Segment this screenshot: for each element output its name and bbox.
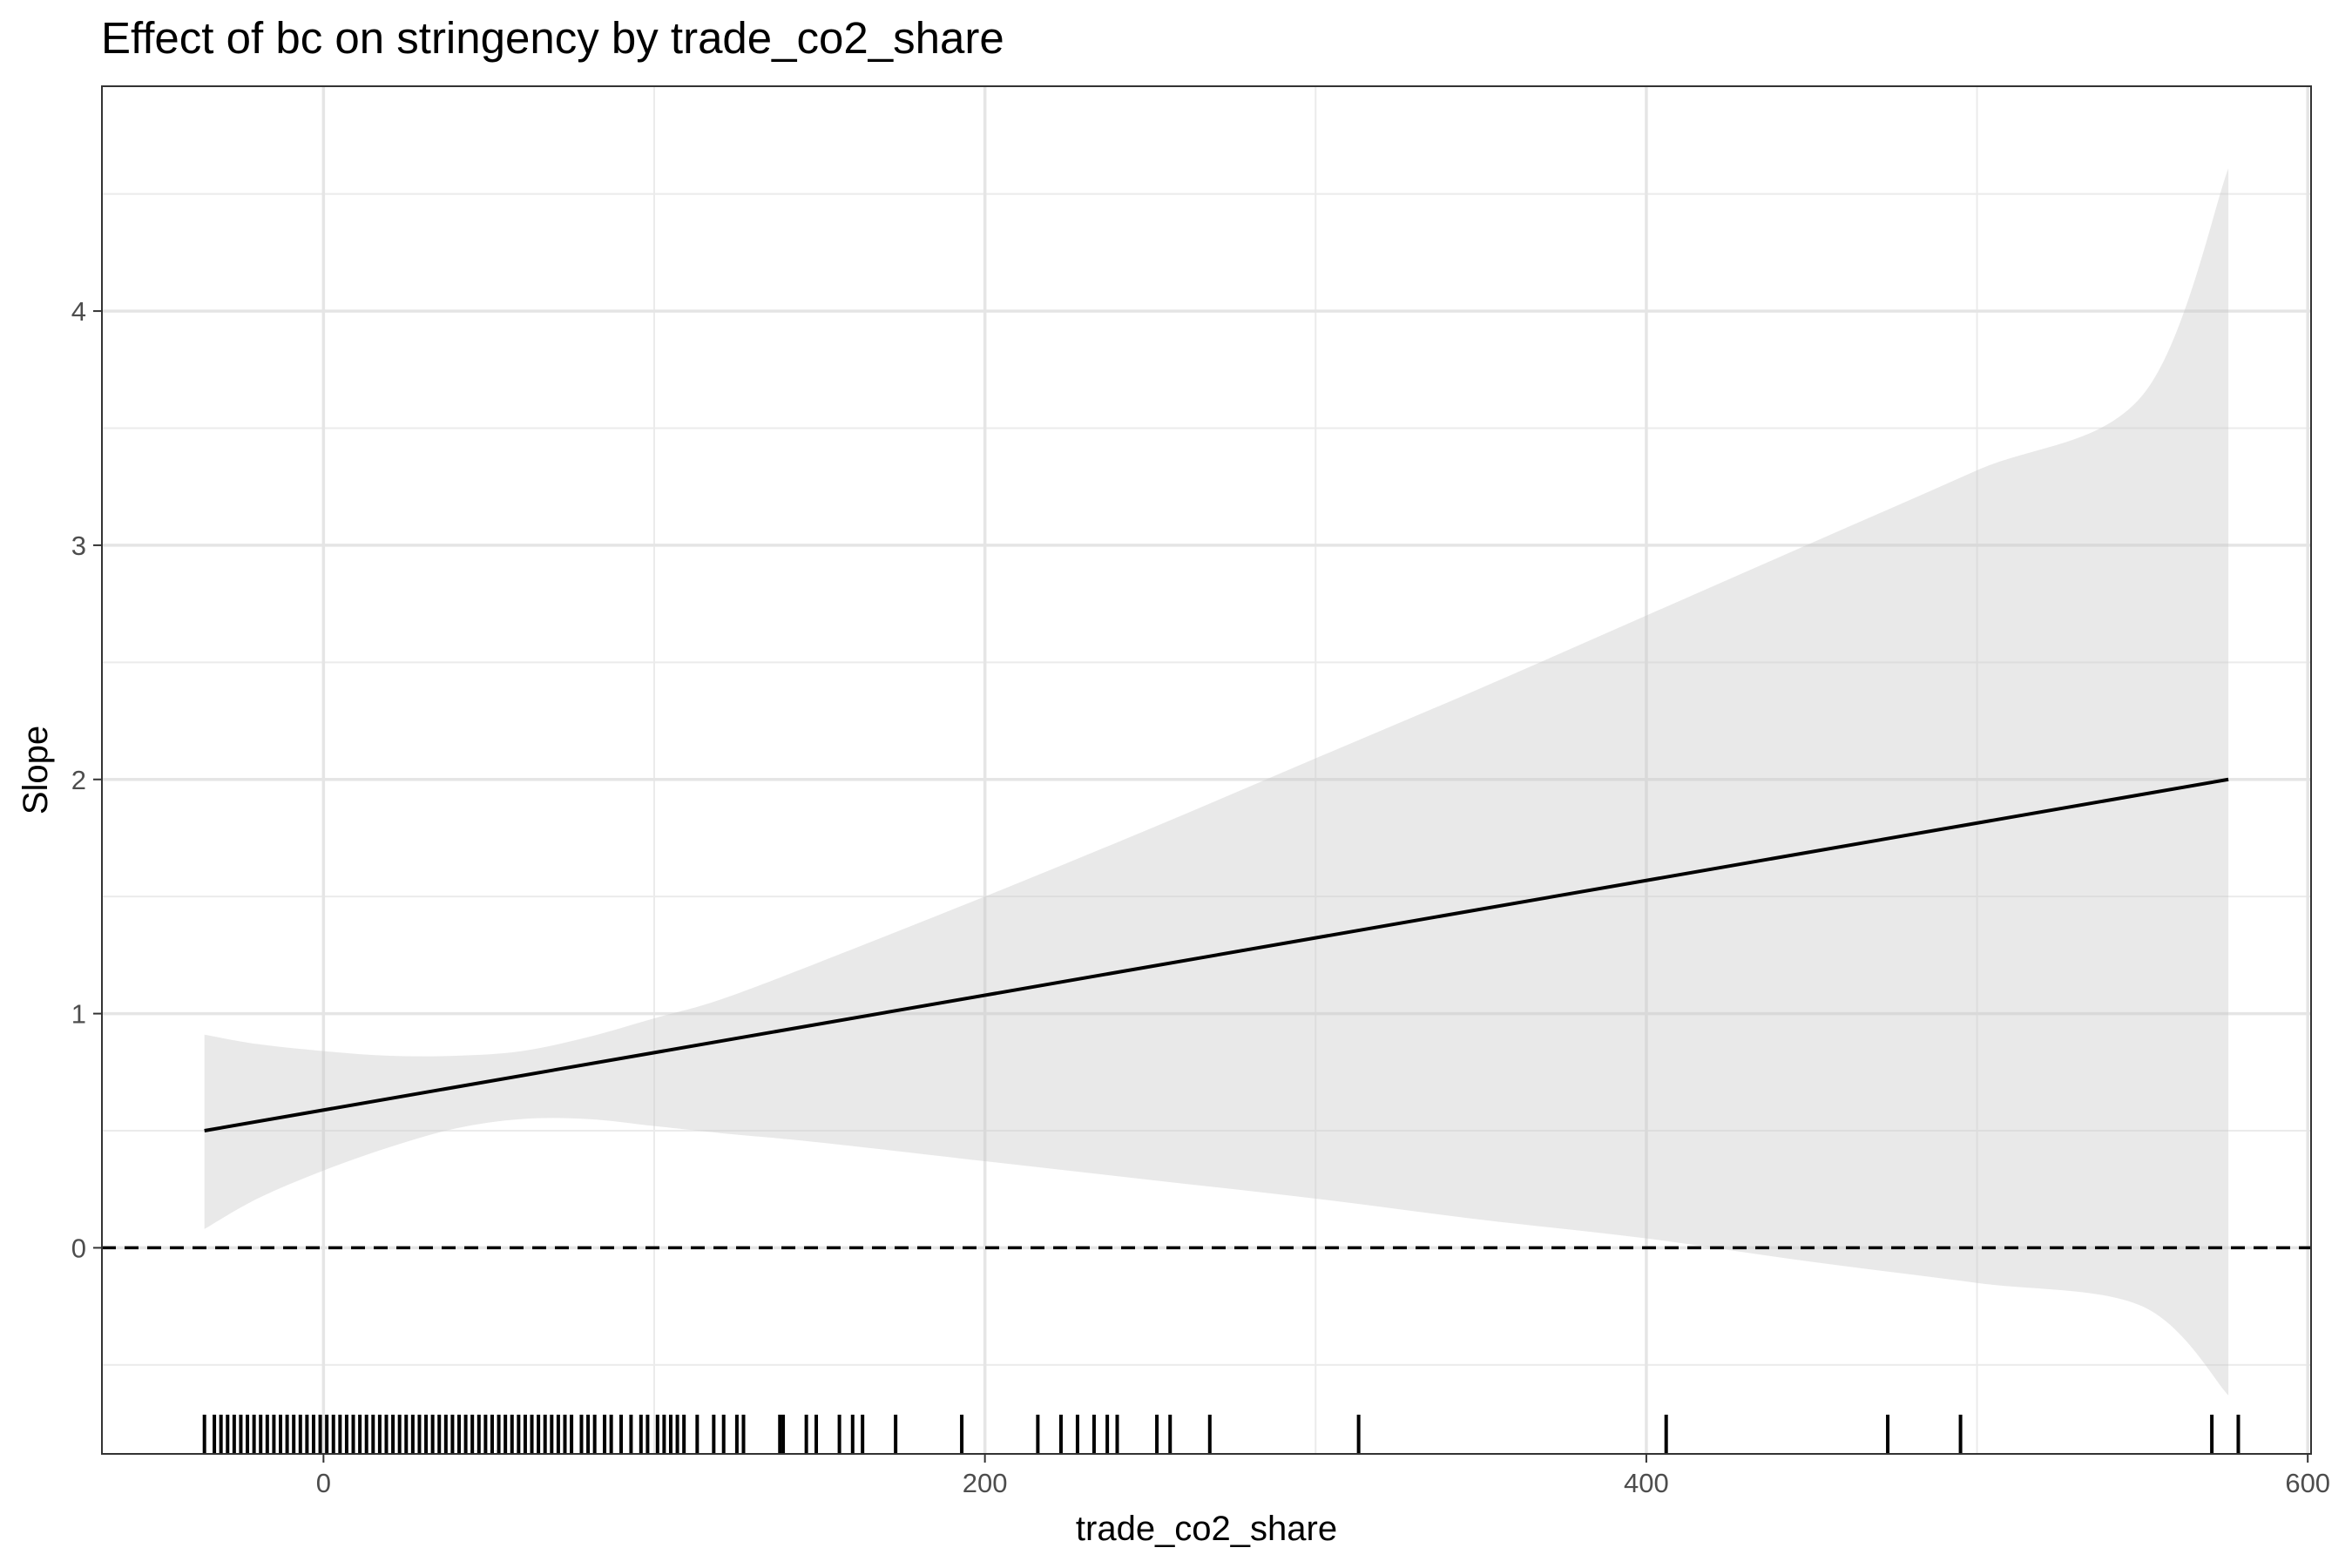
x-tick-label: 600 — [2285, 1468, 2330, 1498]
y-tick-label: 2 — [71, 765, 86, 795]
confidence-band — [204, 168, 2229, 1396]
rug-ticks — [202, 1415, 2240, 1454]
panel-border — [101, 85, 2312, 1455]
slope-series — [204, 777, 2229, 1132]
x-axis-title: trade_co2_share — [1076, 1510, 1337, 1548]
x-tick-labels: 0 200 400 600 — [316, 1468, 2330, 1498]
slope-line — [204, 777, 2229, 1132]
y-tick-label: 3 — [71, 531, 86, 561]
x-tick-label: 0 — [316, 1468, 331, 1498]
minor-gridlines — [102, 86, 2311, 1454]
x-tick-label: 400 — [1624, 1468, 1669, 1498]
axis-ticks — [93, 310, 2309, 1463]
x-tick-label: 200 — [963, 1468, 1008, 1498]
y-tick-label: 1 — [71, 999, 86, 1030]
y-tick-label: 4 — [71, 296, 86, 327]
y-tick-label: 0 — [71, 1233, 86, 1263]
y-axis-title: Slope — [17, 726, 55, 814]
chart-title: Effect of bc on stringency by trade_co2_… — [101, 13, 1004, 63]
y-tick-labels: 0 1 2 3 4 — [71, 296, 86, 1263]
